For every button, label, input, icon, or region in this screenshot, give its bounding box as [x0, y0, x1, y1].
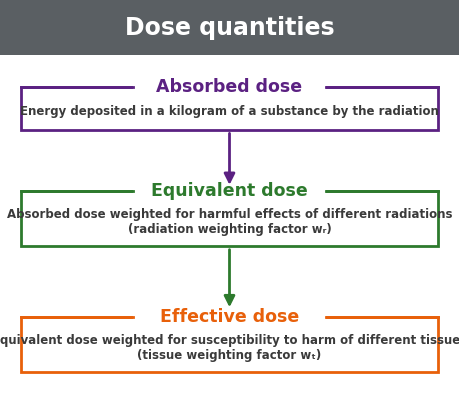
Text: Effective dose: Effective dose	[160, 308, 299, 326]
FancyBboxPatch shape	[21, 87, 438, 130]
FancyBboxPatch shape	[133, 314, 326, 321]
FancyBboxPatch shape	[0, 0, 459, 55]
FancyBboxPatch shape	[133, 188, 326, 194]
Text: Dose quantities: Dose quantities	[125, 16, 334, 40]
FancyBboxPatch shape	[133, 83, 326, 90]
Text: Equivalent dose: Equivalent dose	[151, 182, 308, 200]
Text: Equivalent dose weighted for susceptibility to harm of different tissues
(tissue: Equivalent dose weighted for susceptibil…	[0, 334, 459, 362]
Text: Energy deposited in a kilogram of a substance by the radiation: Energy deposited in a kilogram of a subs…	[20, 105, 439, 118]
FancyBboxPatch shape	[21, 191, 438, 246]
Text: Absorbed dose: Absorbed dose	[157, 78, 302, 96]
Text: Absorbed dose weighted for harmful effects of different radiations
(radiation we: Absorbed dose weighted for harmful effec…	[7, 208, 452, 235]
FancyBboxPatch shape	[21, 317, 438, 372]
